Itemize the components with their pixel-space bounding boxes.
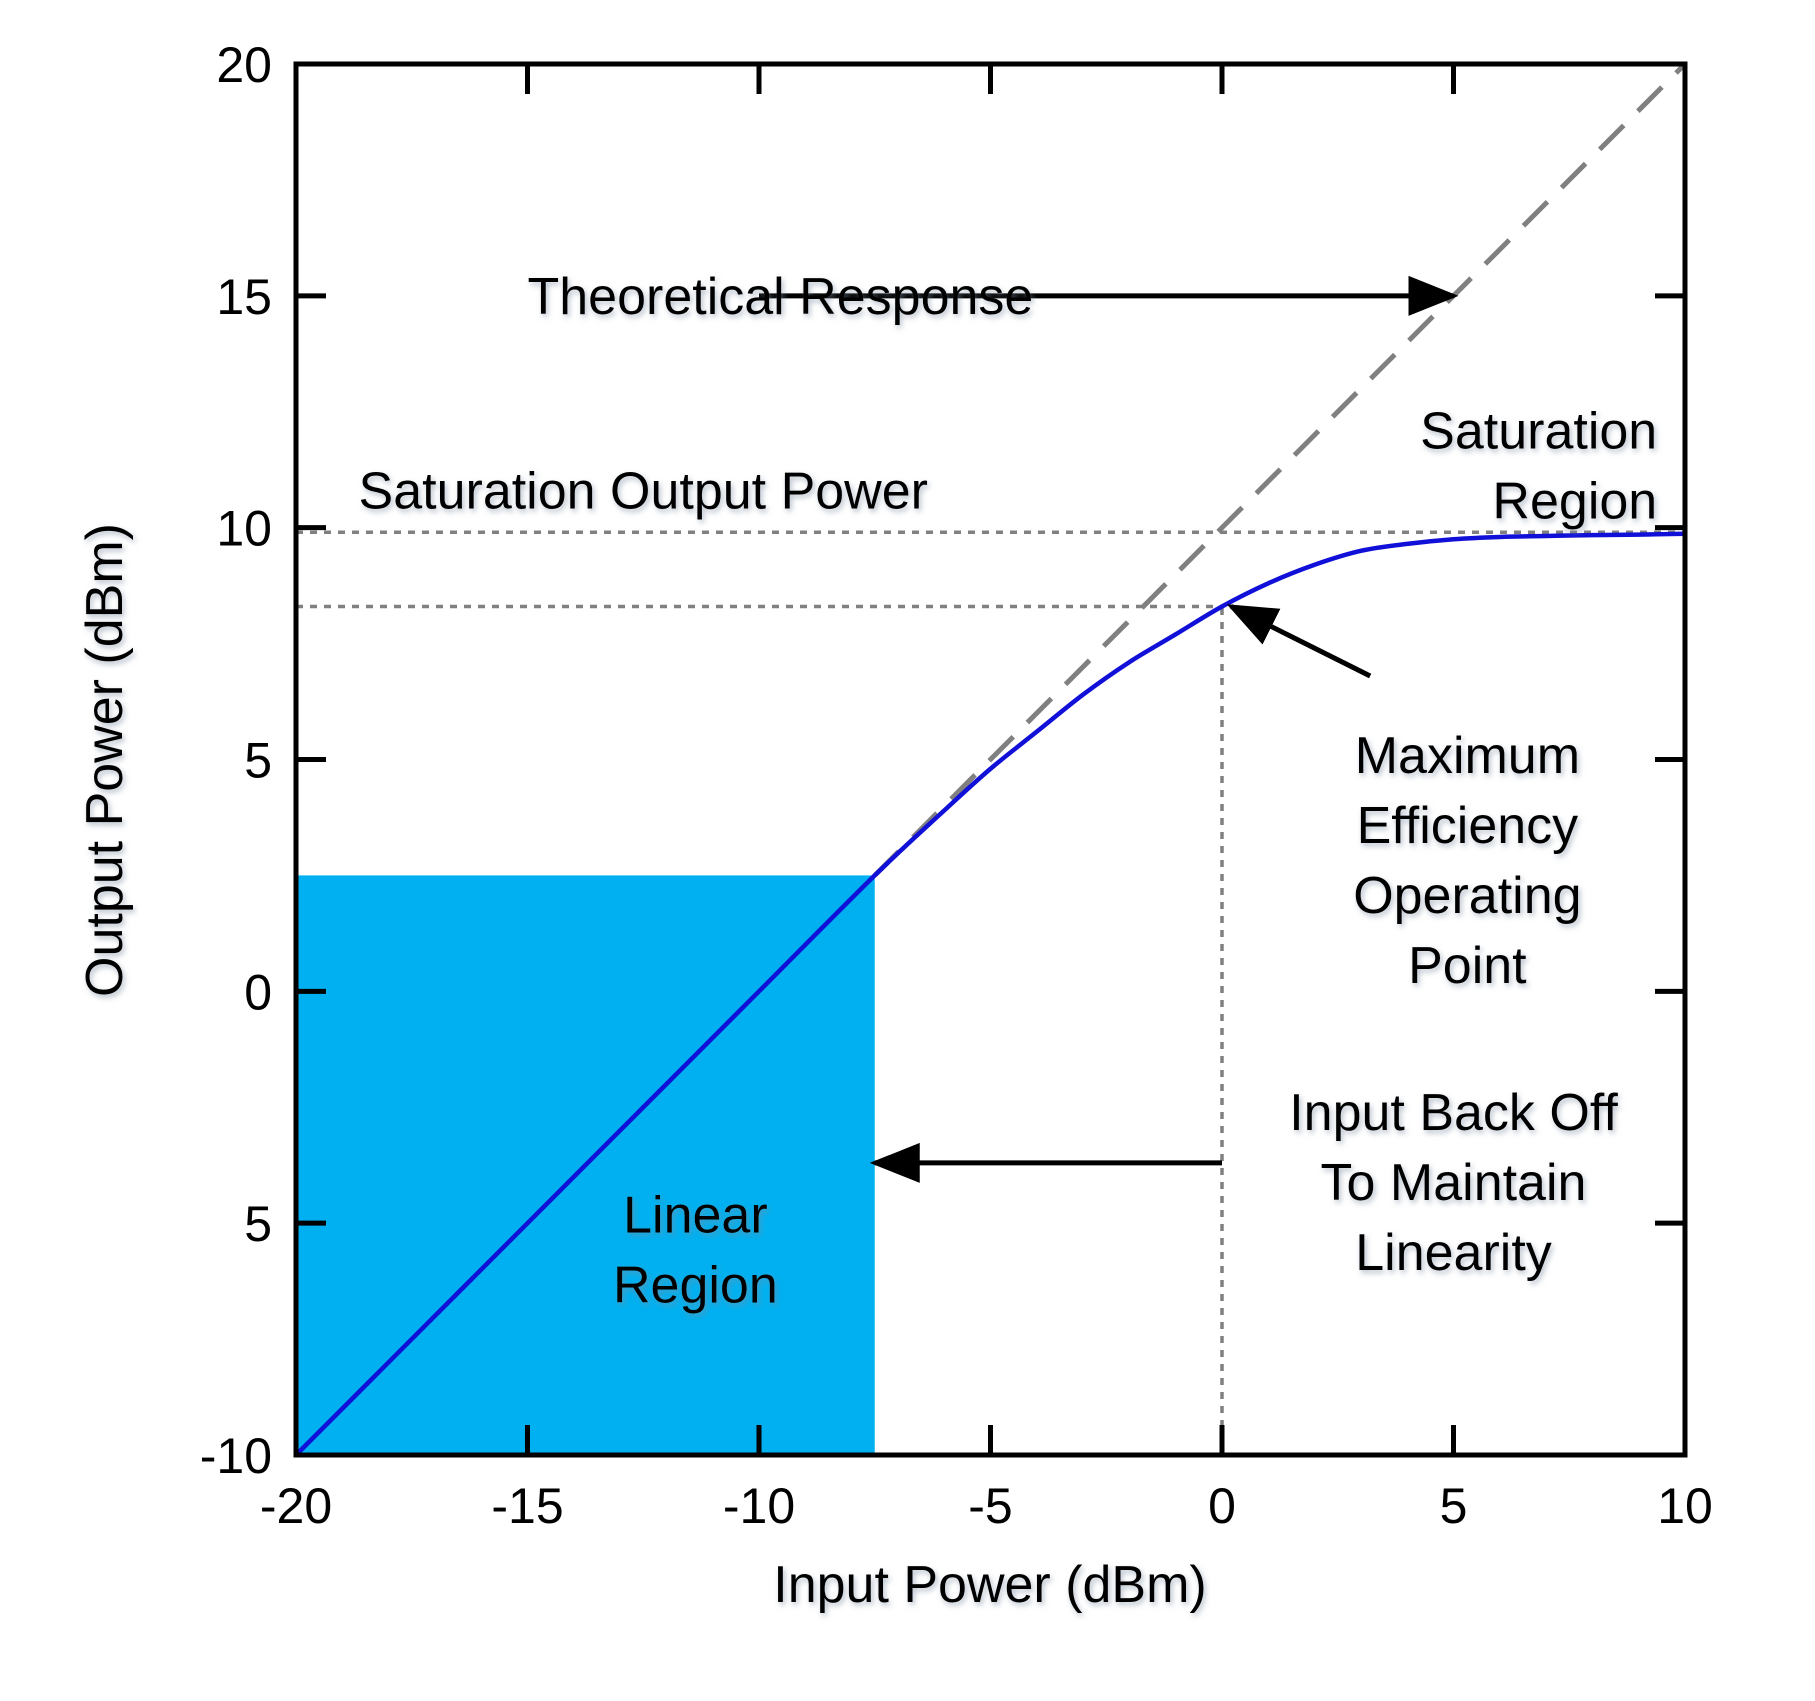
y-tick-label: 15 (216, 269, 272, 325)
x-tick-label: 5 (1440, 1478, 1468, 1534)
annotations-layer: Theoretical Response Saturation Output Po… (359, 268, 1658, 1315)
annotation-back-off-line: Input Back Off (1289, 1084, 1618, 1142)
annotation-saturation-region-line: Region (1492, 472, 1657, 530)
annotation-back-off-line: To Maintain (1321, 1154, 1587, 1212)
linear-region-label: Linear Region (613, 1186, 778, 1314)
y-tick-label: 10 (216, 501, 272, 557)
y-tick-label: 5 (244, 733, 272, 789)
x-axis-title: Input Power (dBm) (773, 1556, 1207, 1614)
measured-response-line (294, 531, 1686, 1457)
annotation-theoretical: Theoretical Response (528, 268, 1034, 326)
x-tick-label: -10 (723, 1478, 795, 1534)
y-tick-label: 20 (216, 37, 272, 93)
annotation-saturation-power: Saturation Output Power (359, 463, 928, 521)
linear-region-label-line: Region (613, 1256, 778, 1314)
annotation-max-efficiency: Maximum Efficiency Operating Point (1353, 727, 1581, 995)
x-tick-label: -20 (260, 1478, 332, 1534)
annotation-max-efficiency-line: Maximum (1355, 727, 1580, 785)
annotation-back-off-line: Linearity (1355, 1224, 1552, 1282)
reference-lines (296, 530, 1685, 1455)
y-axis-title: Output Power (dBm) (76, 523, 134, 997)
annotation-max-efficiency-line: Efficiency (1357, 797, 1579, 855)
y-axis: -10 5 0 5 10 15 20 (200, 37, 1685, 1484)
x-tick-label: -5 (968, 1478, 1012, 1534)
annotation-back-off: Input Back Off To Maintain Linearity (1289, 1084, 1618, 1282)
annotation-saturation-power-line: Saturation Output Power (359, 463, 928, 521)
annotation-theoretical-line: Theoretical Response (528, 268, 1034, 326)
series-layer (294, 62, 1687, 1457)
x-tick-label: -15 (491, 1478, 563, 1534)
x-tick-label: 10 (1657, 1478, 1713, 1534)
axis-titles: Input Power (dBm) Output Power (dBm) (76, 523, 1207, 1614)
linear-region-label-line: Linear (623, 1186, 768, 1244)
arrows-layer (759, 275, 1459, 1183)
theoretical-response-line (872, 62, 1687, 878)
x-axis: -20 -15 -10 -5 0 5 10 (260, 64, 1713, 1534)
x-tick-label: 0 (1208, 1478, 1236, 1534)
y-tick-label: 0 (244, 964, 272, 1020)
annotation-max-efficiency-line: Point (1408, 937, 1527, 995)
y-tick-label: 5 (244, 1196, 272, 1252)
y-tick-label: -10 (200, 1428, 272, 1484)
annotation-max-efficiency-line: Operating (1353, 867, 1581, 925)
annotation-saturation-region: Saturation Region (1420, 402, 1657, 530)
arrow-max-efficiency (1226, 604, 1372, 679)
annotation-saturation-region-line: Saturation (1420, 402, 1657, 460)
